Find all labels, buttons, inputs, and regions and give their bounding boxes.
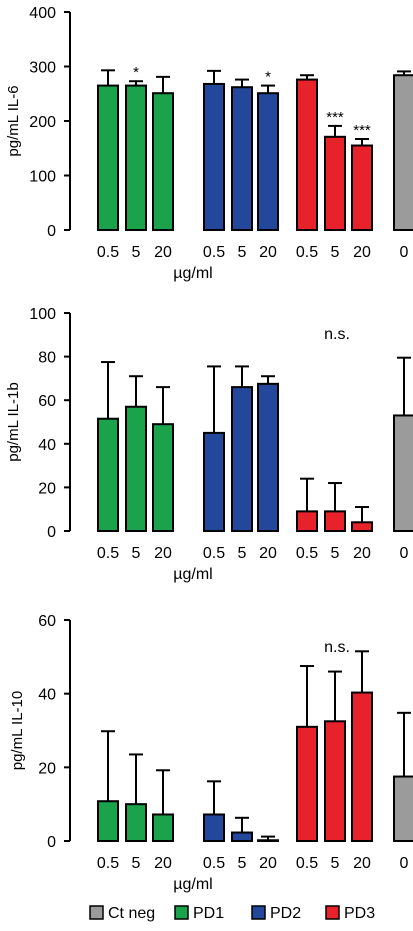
x-tick-label: 0.5 — [203, 244, 225, 261]
y-tick-label: 100 — [29, 306, 56, 323]
x-tick-label: 0.5 — [97, 545, 119, 562]
y-tick-label: 400 — [29, 5, 56, 22]
bar — [152, 813, 174, 842]
y-tick-label: 0 — [47, 834, 56, 851]
legend-label: PD2 — [270, 905, 301, 922]
x-tick-label: 20 — [353, 545, 371, 562]
x-tick-label: 20 — [353, 855, 371, 872]
bar — [97, 800, 119, 842]
bar — [257, 382, 279, 532]
y-tick-label: 20 — [38, 760, 56, 777]
bar — [393, 775, 413, 843]
bar — [231, 831, 253, 842]
x-tick-label: 20 — [154, 244, 172, 261]
bar — [97, 417, 119, 533]
x-axis-label: µg/ml — [173, 876, 212, 893]
bar — [257, 92, 279, 231]
x-tick-label: 5 — [331, 545, 340, 562]
x-tick-label: 0.5 — [296, 244, 318, 261]
x-tick-label: 5 — [238, 244, 247, 261]
legend-swatch — [325, 905, 340, 920]
significance-marker: *** — [326, 109, 344, 126]
y-tick-label: 200 — [29, 114, 56, 131]
x-tick-label: 5 — [331, 244, 340, 261]
y-tick-label: 60 — [38, 393, 56, 410]
bar — [257, 839, 279, 842]
y-axis-label: pg/mL IL-10 — [9, 691, 26, 771]
x-tick-label: 20 — [259, 855, 277, 872]
bar — [152, 92, 174, 231]
x-tick-label: 20 — [154, 855, 172, 872]
bar — [296, 78, 318, 231]
significance-note: n.s. — [324, 326, 350, 343]
x-tick-label: 0.5 — [97, 244, 119, 261]
legend-swatch — [89, 905, 104, 920]
y-tick-label: 20 — [38, 480, 56, 497]
bar — [152, 423, 174, 532]
x-tick-label: 0.5 — [203, 855, 225, 872]
bar — [351, 691, 373, 842]
y-tick-label: 40 — [38, 687, 56, 704]
x-tick-label: 20 — [353, 244, 371, 261]
x-tick-label: 20 — [154, 545, 172, 562]
significance-note: n.s. — [324, 639, 350, 656]
y-axis-label: pg/mL IL-1b — [5, 382, 22, 462]
x-tick-label: 20 — [259, 545, 277, 562]
x-tick-label: 0 — [400, 244, 409, 261]
bar — [351, 521, 373, 533]
y-tick-label: 80 — [38, 350, 56, 367]
x-tick-label: 0.5 — [97, 855, 119, 872]
x-tick-label: 5 — [132, 545, 141, 562]
x-tick-label: 5 — [132, 855, 141, 872]
x-axis-label: µg/ml — [173, 265, 212, 282]
y-tick-label: 0 — [47, 524, 56, 541]
x-tick-label: 0 — [400, 855, 409, 872]
bar — [296, 510, 318, 533]
significance-marker: *** — [353, 122, 371, 139]
legend-swatch — [174, 905, 189, 920]
bar — [125, 84, 147, 231]
y-tick-label: 40 — [38, 437, 56, 454]
significance-marker: * — [133, 64, 139, 81]
bar — [97, 84, 119, 231]
x-axis-label: µg/ml — [173, 566, 212, 583]
legend-label: PD1 — [193, 905, 224, 922]
bar — [324, 135, 346, 231]
x-tick-label: 0.5 — [296, 855, 318, 872]
x-tick-label: 0 — [400, 545, 409, 562]
bar — [125, 803, 147, 843]
bar — [296, 725, 318, 842]
x-tick-label: 5 — [331, 855, 340, 872]
y-tick-label: 0 — [47, 223, 56, 240]
legend-label: PD3 — [344, 905, 375, 922]
bar — [324, 720, 346, 843]
bar — [231, 86, 253, 231]
x-tick-label: 20 — [259, 244, 277, 261]
y-axis-label: pg/mL IL-6 — [5, 85, 22, 156]
significance-marker: * — [265, 69, 271, 86]
x-tick-label: 5 — [238, 855, 247, 872]
y-tick-label: 60 — [38, 613, 56, 630]
bar — [203, 813, 225, 842]
x-tick-label: 5 — [132, 244, 141, 261]
legend-label: Ct neg — [108, 905, 155, 922]
bar — [351, 144, 373, 231]
x-tick-label: 0.5 — [203, 545, 225, 562]
y-tick-label: 300 — [29, 60, 56, 77]
y-tick-label: 100 — [29, 169, 56, 186]
bar — [203, 82, 225, 231]
x-tick-label: 0.5 — [296, 545, 318, 562]
bar — [203, 431, 225, 532]
bar — [324, 510, 346, 533]
bar — [231, 386, 253, 532]
x-tick-label: 5 — [238, 545, 247, 562]
legend-swatch — [251, 905, 266, 920]
bar — [125, 405, 147, 532]
bar — [393, 414, 413, 532]
bar — [393, 74, 413, 231]
